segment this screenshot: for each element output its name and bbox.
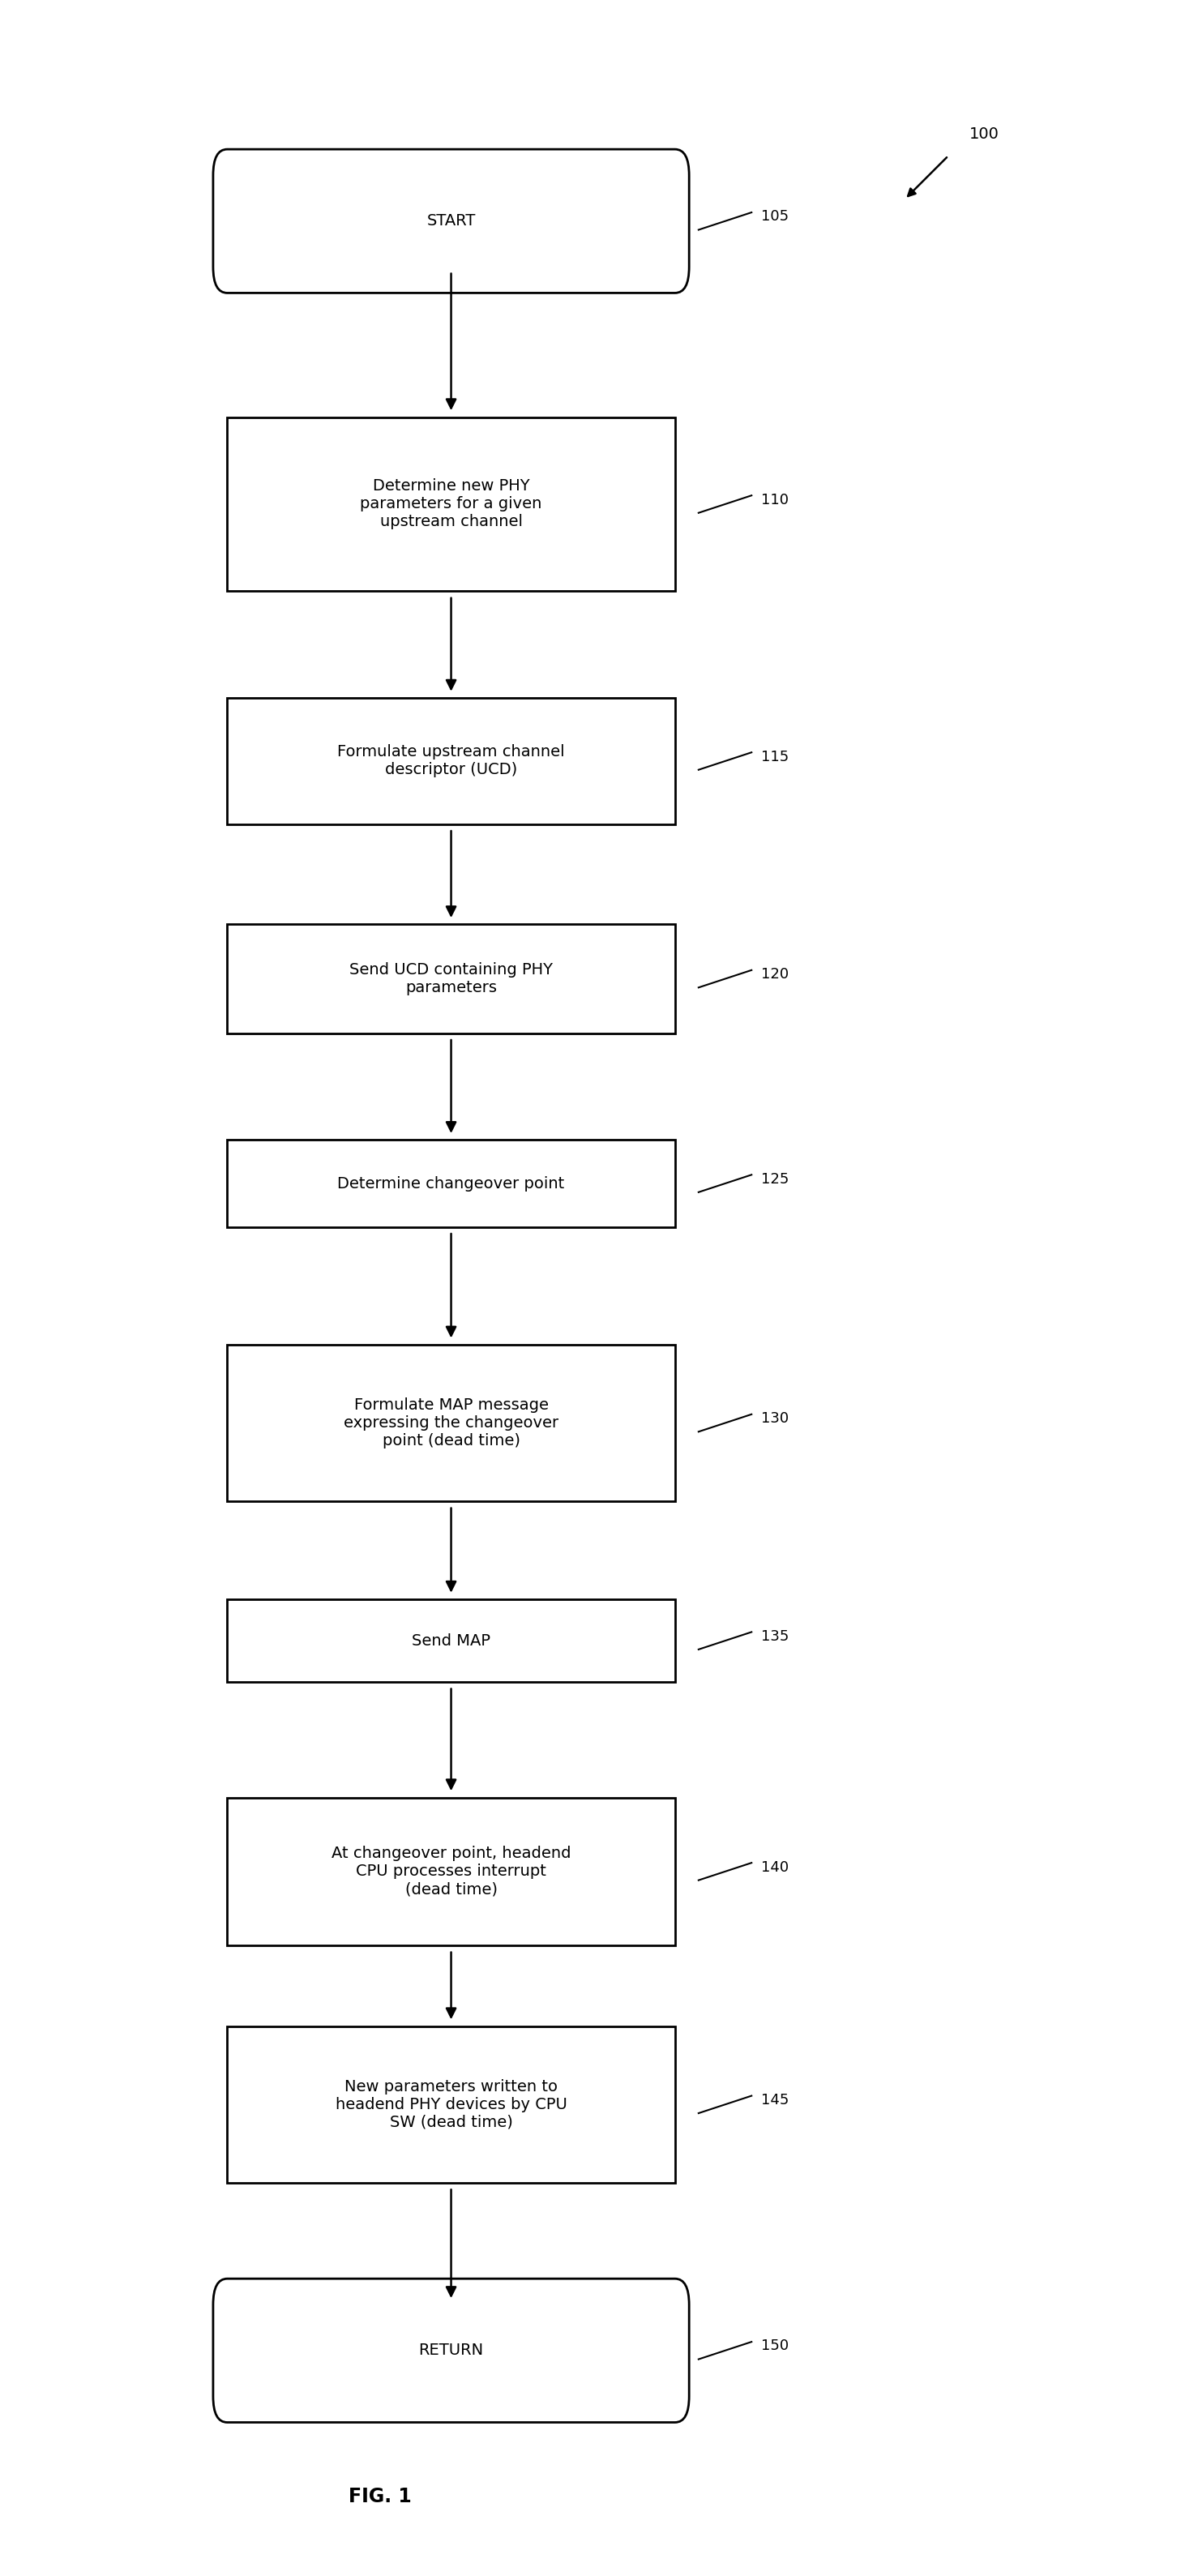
Text: Formulate upstream channel
descriptor (UCD): Formulate upstream channel descriptor (U… — [338, 744, 565, 778]
Text: 150: 150 — [761, 2339, 789, 2354]
Text: Determine changeover point: Determine changeover point — [338, 1175, 565, 1190]
FancyBboxPatch shape — [228, 1345, 675, 1502]
Text: 110: 110 — [761, 492, 788, 507]
Text: 115: 115 — [761, 750, 789, 765]
Text: 135: 135 — [761, 1628, 789, 1643]
Text: 100: 100 — [969, 126, 999, 142]
Text: 125: 125 — [761, 1172, 789, 1188]
FancyBboxPatch shape — [228, 1798, 675, 1945]
Text: Send UCD containing PHY
parameters: Send UCD containing PHY parameters — [350, 963, 553, 994]
Text: 105: 105 — [761, 209, 789, 224]
Text: 145: 145 — [761, 2092, 789, 2107]
FancyBboxPatch shape — [228, 417, 675, 592]
Text: 140: 140 — [761, 1860, 789, 1875]
Text: 130: 130 — [761, 1412, 789, 1427]
FancyBboxPatch shape — [228, 1141, 675, 1226]
Text: 120: 120 — [761, 966, 789, 981]
Text: New parameters written to
headend PHY devices by CPU
SW (dead time): New parameters written to headend PHY de… — [335, 2079, 566, 2130]
Text: FIG. 1: FIG. 1 — [348, 2486, 412, 2506]
Text: Determine new PHY
parameters for a given
upstream channel: Determine new PHY parameters for a given… — [360, 479, 542, 531]
Text: RETURN: RETURN — [418, 2342, 483, 2357]
FancyBboxPatch shape — [228, 698, 675, 824]
Text: Send MAP: Send MAP — [412, 1633, 491, 1649]
FancyBboxPatch shape — [213, 149, 690, 294]
FancyBboxPatch shape — [228, 2027, 675, 2182]
Text: At changeover point, headend
CPU processes interrupt
(dead time): At changeover point, headend CPU process… — [332, 1847, 571, 1896]
Text: Formulate MAP message
expressing the changeover
point (dead time): Formulate MAP message expressing the cha… — [344, 1396, 558, 1448]
FancyBboxPatch shape — [228, 1600, 675, 1682]
FancyBboxPatch shape — [228, 925, 675, 1033]
FancyBboxPatch shape — [213, 2280, 690, 2421]
Text: START: START — [427, 214, 475, 229]
